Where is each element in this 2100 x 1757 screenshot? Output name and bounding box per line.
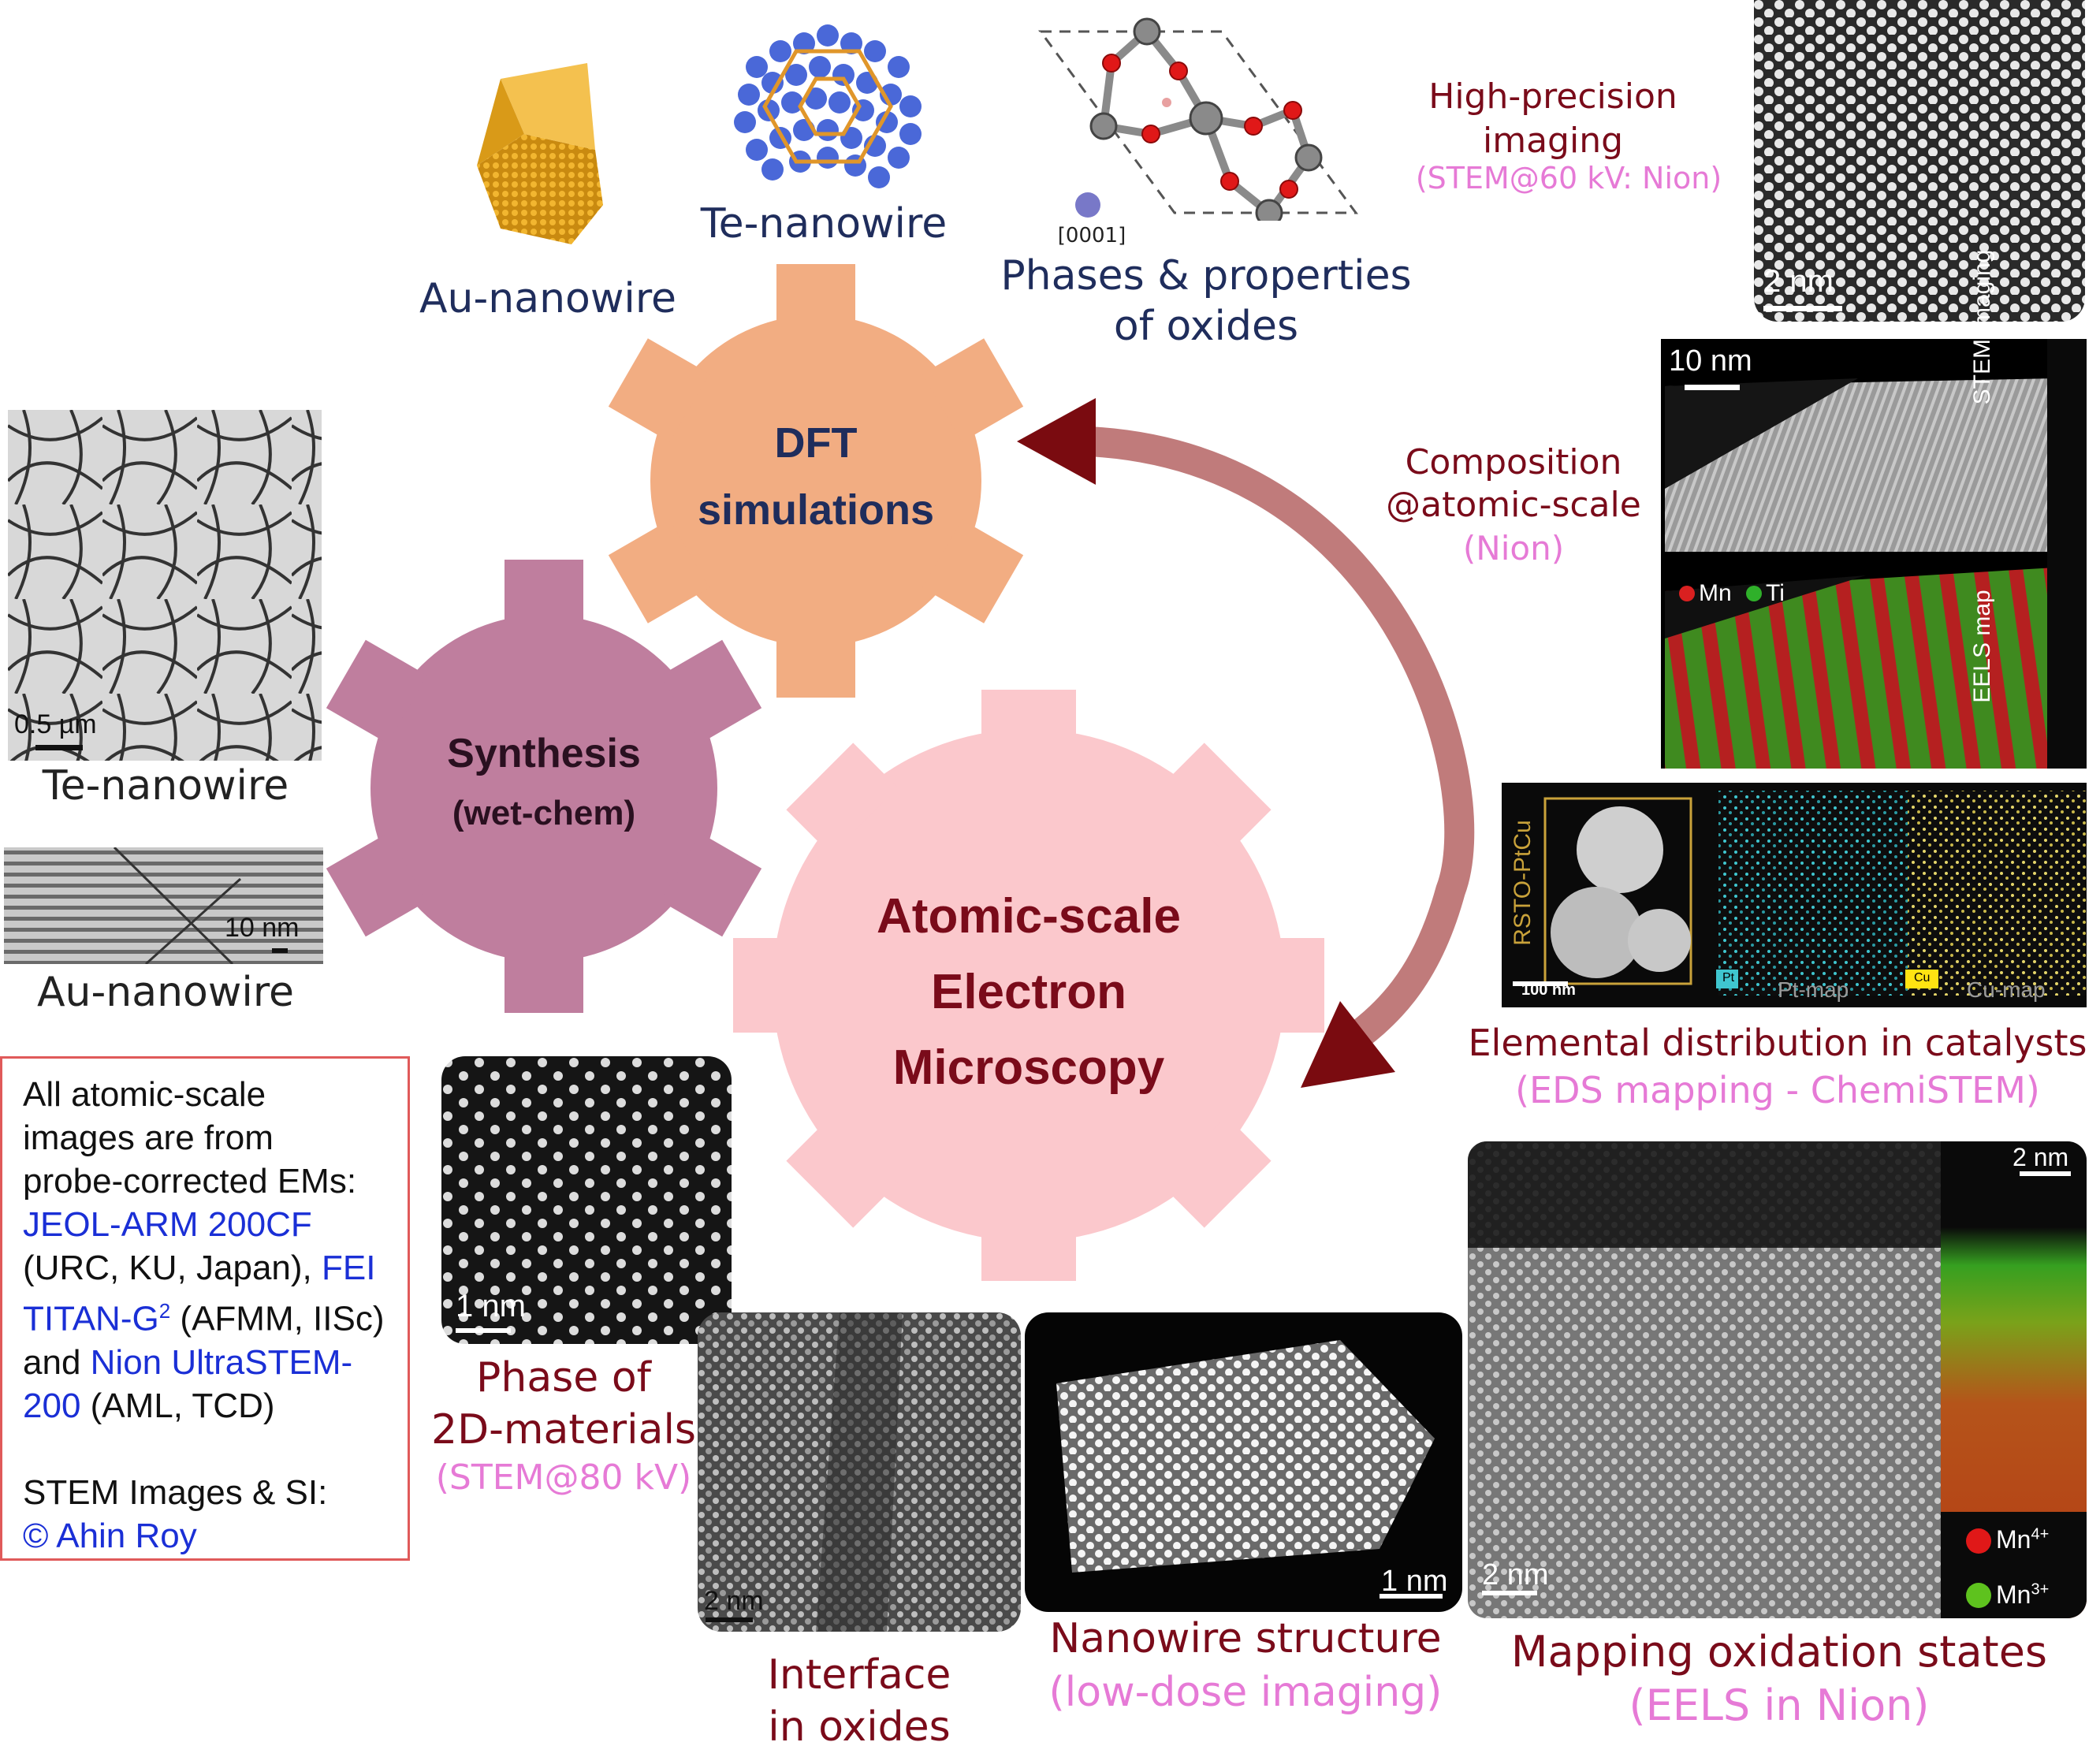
arrowhead-bottom-icon xyxy=(1301,1001,1395,1088)
synthesis-gear xyxy=(326,560,762,1013)
au-scale-label: 10 nm xyxy=(225,913,300,943)
hp-line2: imaging xyxy=(1482,121,1624,161)
au-nanowire-left-label: Au-nanowire xyxy=(36,969,295,1016)
te-nanowire-model xyxy=(734,24,922,188)
nanowire-scale-label: 1 nm xyxy=(1381,1565,1448,1598)
mn3-legend: Mn3+ xyxy=(1996,1580,2049,1610)
au-nanowire-model xyxy=(477,63,603,244)
synthesis-label: Synthesis (wet-chem) xyxy=(386,724,702,843)
synthesis-line2: (wet-chem) xyxy=(452,794,636,832)
interface-label: Interface in oxides xyxy=(702,1649,1017,1753)
ox-scale-bottom-label: 2 nm xyxy=(1482,1558,1549,1591)
phase-line2: 2D-materials xyxy=(430,1406,697,1454)
microscopy-line1: Atomic-scale xyxy=(877,889,1181,944)
jeol-link: JEOL-ARM 200CF xyxy=(23,1205,312,1244)
nanowire-sub: (low-dose imaging) xyxy=(1048,1669,1443,1716)
te-nanowire-top-label: Te-nanowire xyxy=(700,200,948,248)
oxidation-eels-image xyxy=(1468,1141,2087,1618)
titan-sup: 2 xyxy=(158,1299,171,1323)
afmm-text: (AFMM, IISc) xyxy=(180,1299,385,1338)
microscopy-line2: Electron xyxy=(930,965,1127,1019)
high-precision-stem-image xyxy=(1754,0,2085,322)
pt-map-label: Pt-map xyxy=(1778,977,1849,1002)
oxide-label-line1: Phases & properties xyxy=(1000,252,1412,300)
eds-scale-label: 100 nm xyxy=(1521,981,1576,999)
nion-text: Nion UltraSTEM- xyxy=(90,1342,353,1382)
oxide-label-line2: of oxides xyxy=(1113,303,1299,350)
eds-sub: (EDS mapping - ChemiSTEM) xyxy=(1515,1069,2040,1111)
credits-line3: probe-corrected EMs: xyxy=(23,1162,357,1200)
eds-mapping-image xyxy=(1502,783,2087,1007)
comp-line2: @atomic-scale xyxy=(1386,485,1641,525)
oxide-axis-label: [0001] xyxy=(1057,224,1126,248)
pt-tag: Pt xyxy=(1722,971,1735,985)
mn4-text: Mn xyxy=(1996,1525,2031,1554)
eels-map-vertical-label: EELS map xyxy=(1969,590,1995,703)
oxidation-sub: (EELS in Nion) xyxy=(1629,1681,1930,1730)
te-nanowire-left-label: Te-nanowire xyxy=(42,762,289,810)
dft-gear xyxy=(608,264,1024,698)
composition-label: Composition @atomic-scale xyxy=(1372,441,1655,527)
microscopy-label: Atomic-scale Electron Microscopy xyxy=(832,879,1226,1106)
credits-line2: images are from xyxy=(23,1119,274,1157)
mn4-legend: Mn4+ xyxy=(1996,1525,2049,1554)
mn4-sup: 4+ xyxy=(2031,1525,2050,1543)
mn3-sup: 3+ xyxy=(2031,1580,2050,1599)
high-precision-sub: (STEM@60 kV: Nion) xyxy=(1415,161,1722,195)
urc-text: (URC, KU, Japan), xyxy=(23,1249,312,1287)
comp-line1: Composition xyxy=(1405,442,1622,482)
fei-text: FEI xyxy=(322,1249,376,1287)
nanowire-stem-image xyxy=(1025,1312,1462,1612)
cycle-arrow xyxy=(1087,426,1475,1061)
dft-line1: DFT xyxy=(774,419,858,467)
stem-imaging-vertical-label: STEM imaging xyxy=(1969,249,1995,405)
composition-sub: (Nion) xyxy=(1462,529,1565,568)
phase-line1: Phase of xyxy=(476,1354,651,1402)
aml-text: (AML, TCD) xyxy=(90,1386,275,1425)
credits-line1: All atomic-scale xyxy=(23,1075,266,1114)
eels-composite-image xyxy=(1661,339,2087,769)
au-nanowire-top-label: Au-nanowire xyxy=(419,275,677,322)
interface-line2: in oxides xyxy=(768,1703,951,1751)
cu-map-label: Cu-map xyxy=(1967,977,2046,1002)
ti-legend: Ti xyxy=(1766,580,1785,606)
phase-scale-label: 1 nm xyxy=(456,1289,526,1323)
hp-line1: High-precision xyxy=(1428,76,1677,117)
eds-label: Elemental distribution in catalysts xyxy=(1468,1022,2087,1064)
interface-scale-label: 2 nm xyxy=(704,1586,764,1616)
and-text: and xyxy=(23,1342,81,1382)
eels-scale-label: 10 nm xyxy=(1669,344,1752,378)
stem-si-text: STEM Images & SI: xyxy=(23,1472,328,1512)
phase-2d-stem-image xyxy=(441,1056,732,1344)
interface-line1: Interface xyxy=(767,1651,951,1699)
au-nanowire-tem-image xyxy=(4,847,323,964)
te-nanowire-tem-image xyxy=(8,410,322,761)
nion-200-text: 200 xyxy=(23,1386,81,1425)
nanowire-label: Nanowire structure xyxy=(1049,1615,1442,1662)
cu-tag: Cu xyxy=(1914,971,1931,985)
ox-scale-top-label: 2 nm xyxy=(2013,1143,2069,1171)
dft-label: DFT simulations xyxy=(658,410,974,544)
te-scale-label: 0.5 µm xyxy=(14,709,97,739)
dft-line2: simulations xyxy=(697,486,935,534)
phase-sub: (STEM@80 kV) xyxy=(435,1457,692,1498)
interface-stem-image xyxy=(698,1312,1021,1632)
oxidation-label: Mapping oxidation states xyxy=(1510,1627,2048,1677)
mn3-text: Mn xyxy=(1996,1580,2031,1609)
titan-text: TITAN-G xyxy=(23,1299,159,1338)
synthesis-line1: Synthesis xyxy=(447,731,641,776)
oxide-label: Phases & properties of oxides xyxy=(977,251,1435,352)
rsto-label: RSTO-PtCu xyxy=(1510,820,1536,946)
mn-legend: Mn xyxy=(1699,580,1732,606)
microscopy-gear xyxy=(733,690,1324,1281)
phase-label: Phase of 2D-materials xyxy=(418,1352,709,1456)
arrowhead-top-icon xyxy=(1017,398,1096,485)
hp-scale-label: 2 nm xyxy=(1763,264,1834,299)
oxide-structure-model xyxy=(1038,17,1358,221)
credits-box: All atomic-scale images are from probe-c… xyxy=(0,1056,410,1561)
high-precision-label: High-precision imaging xyxy=(1387,75,1718,163)
microscopy-line3: Microscopy xyxy=(892,1040,1165,1095)
author-text: © Ahin Roy xyxy=(23,1516,197,1555)
